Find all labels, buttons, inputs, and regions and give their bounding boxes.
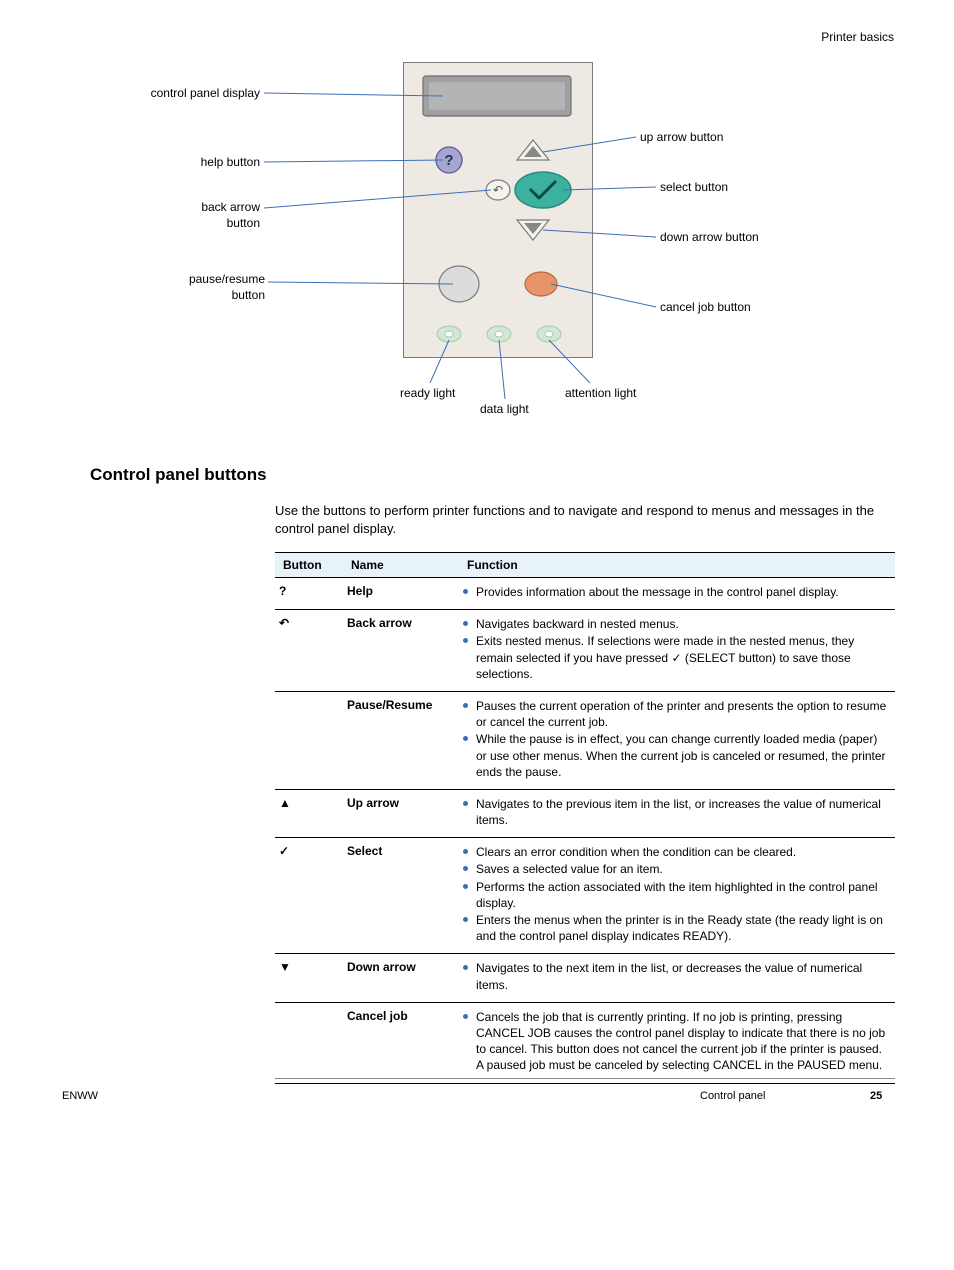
label-help: help button	[160, 155, 260, 171]
bullet-icon	[463, 917, 468, 922]
bullet-icon	[463, 866, 468, 871]
intro-text: Use the buttons to perform printer funct…	[275, 502, 895, 537]
footer-rule	[275, 1078, 895, 1079]
table-header-row: ButtonNameFunction	[275, 553, 895, 578]
table-body: ?Help Provides information about the mess…	[275, 578, 895, 1084]
table-row: ▼Down arrow Navigates to the next item in…	[275, 954, 895, 1002]
button-name: Select	[343, 838, 459, 954]
table-row: Cancel job Cancels the job that is curren…	[275, 1002, 895, 1083]
button-function: Clears an error condition when the condi…	[459, 838, 895, 954]
table-row: ▲Up arrow Navigates to the previous item …	[275, 789, 895, 837]
label-display: control panel display	[130, 86, 260, 102]
buttons-table: ButtonNameFunction ?Help Provides informa…	[275, 552, 895, 1084]
table-header: Name	[343, 553, 459, 578]
function-text: Performs the action associated with the …	[476, 879, 891, 911]
button-symbol	[275, 1002, 343, 1083]
bullet-icon	[463, 621, 468, 626]
button-symbol: ✓	[275, 838, 343, 954]
function-text: Enters the menus when the printer is in …	[476, 912, 891, 944]
label-select: select button	[660, 180, 728, 196]
function-text: Pauses the current operation of the prin…	[476, 698, 891, 730]
function-text: Navigates to the previous item in the li…	[476, 796, 891, 828]
bullet-icon	[463, 1014, 468, 1019]
button-function: Pauses the current operation of the prin…	[459, 691, 895, 789]
function-text: Navigates to the next item in the list, …	[476, 960, 891, 992]
label-back: back arrow button	[160, 200, 260, 231]
button-name: Up arrow	[343, 789, 459, 837]
bullet-icon	[463, 638, 468, 643]
label-down: down arrow button	[660, 230, 759, 246]
bullet-icon	[463, 703, 468, 708]
function-text: Provides information about the message i…	[476, 584, 891, 600]
button-name: Cancel job	[343, 1002, 459, 1083]
table-header: Button	[275, 553, 343, 578]
button-function: Cancels the job that is currently printi…	[459, 1002, 895, 1083]
label-pause: pause/resume button	[165, 272, 265, 303]
function-text: While the pause is in effect, you can ch…	[476, 731, 891, 780]
table-row: ?Help Provides information about the mess…	[275, 578, 895, 610]
callout-lines	[0, 0, 954, 420]
table-header: Function	[459, 553, 895, 578]
table-row: ✓Select Clears an error condition when th…	[275, 838, 895, 954]
button-name: Help	[343, 578, 459, 610]
footer-left: ENWW	[62, 1090, 98, 1102]
function-text: Exits nested menus. If selections were m…	[476, 633, 891, 682]
bullet-icon	[463, 736, 468, 741]
table-row: ↶Back arrowNavigates backward in nested …	[275, 610, 895, 692]
bullet-icon	[463, 965, 468, 970]
section-title: Control panel buttons	[90, 465, 267, 485]
footer-right: 25	[870, 1090, 882, 1102]
button-symbol: ▼	[275, 954, 343, 1002]
label-attention: attention light	[565, 386, 636, 402]
function-text: Saves a selected value for an item.	[476, 861, 891, 877]
label-data: data light	[480, 402, 529, 418]
function-text: Navigates backward in nested menus.	[476, 616, 891, 632]
bullet-icon	[463, 884, 468, 889]
label-cancel: cancel job button	[660, 300, 751, 316]
button-symbol: ▲	[275, 789, 343, 837]
button-name: Down arrow	[343, 954, 459, 1002]
button-function: Provides information about the message i…	[459, 578, 895, 610]
table-row: Pause/Resume Pauses the current operation…	[275, 691, 895, 789]
bullet-icon	[463, 849, 468, 854]
button-function: Navigates to the next item in the list, …	[459, 954, 895, 1002]
button-function: Navigates to the previous item in the li…	[459, 789, 895, 837]
function-text: Clears an error condition when the condi…	[476, 844, 891, 860]
button-symbol: ↶	[275, 610, 343, 692]
bullet-icon	[463, 589, 468, 594]
button-name: Back arrow	[343, 610, 459, 692]
function-text: Cancels the job that is currently printi…	[476, 1009, 891, 1074]
button-symbol: ?	[275, 578, 343, 610]
footer-center: Control panel	[700, 1090, 765, 1102]
button-function: Navigates backward in nested menus.Exits…	[459, 610, 895, 692]
button-name: Pause/Resume	[343, 691, 459, 789]
label-ready: ready light	[400, 386, 455, 402]
bullet-icon	[463, 801, 468, 806]
button-symbol	[275, 691, 343, 789]
label-up: up arrow button	[640, 130, 723, 146]
